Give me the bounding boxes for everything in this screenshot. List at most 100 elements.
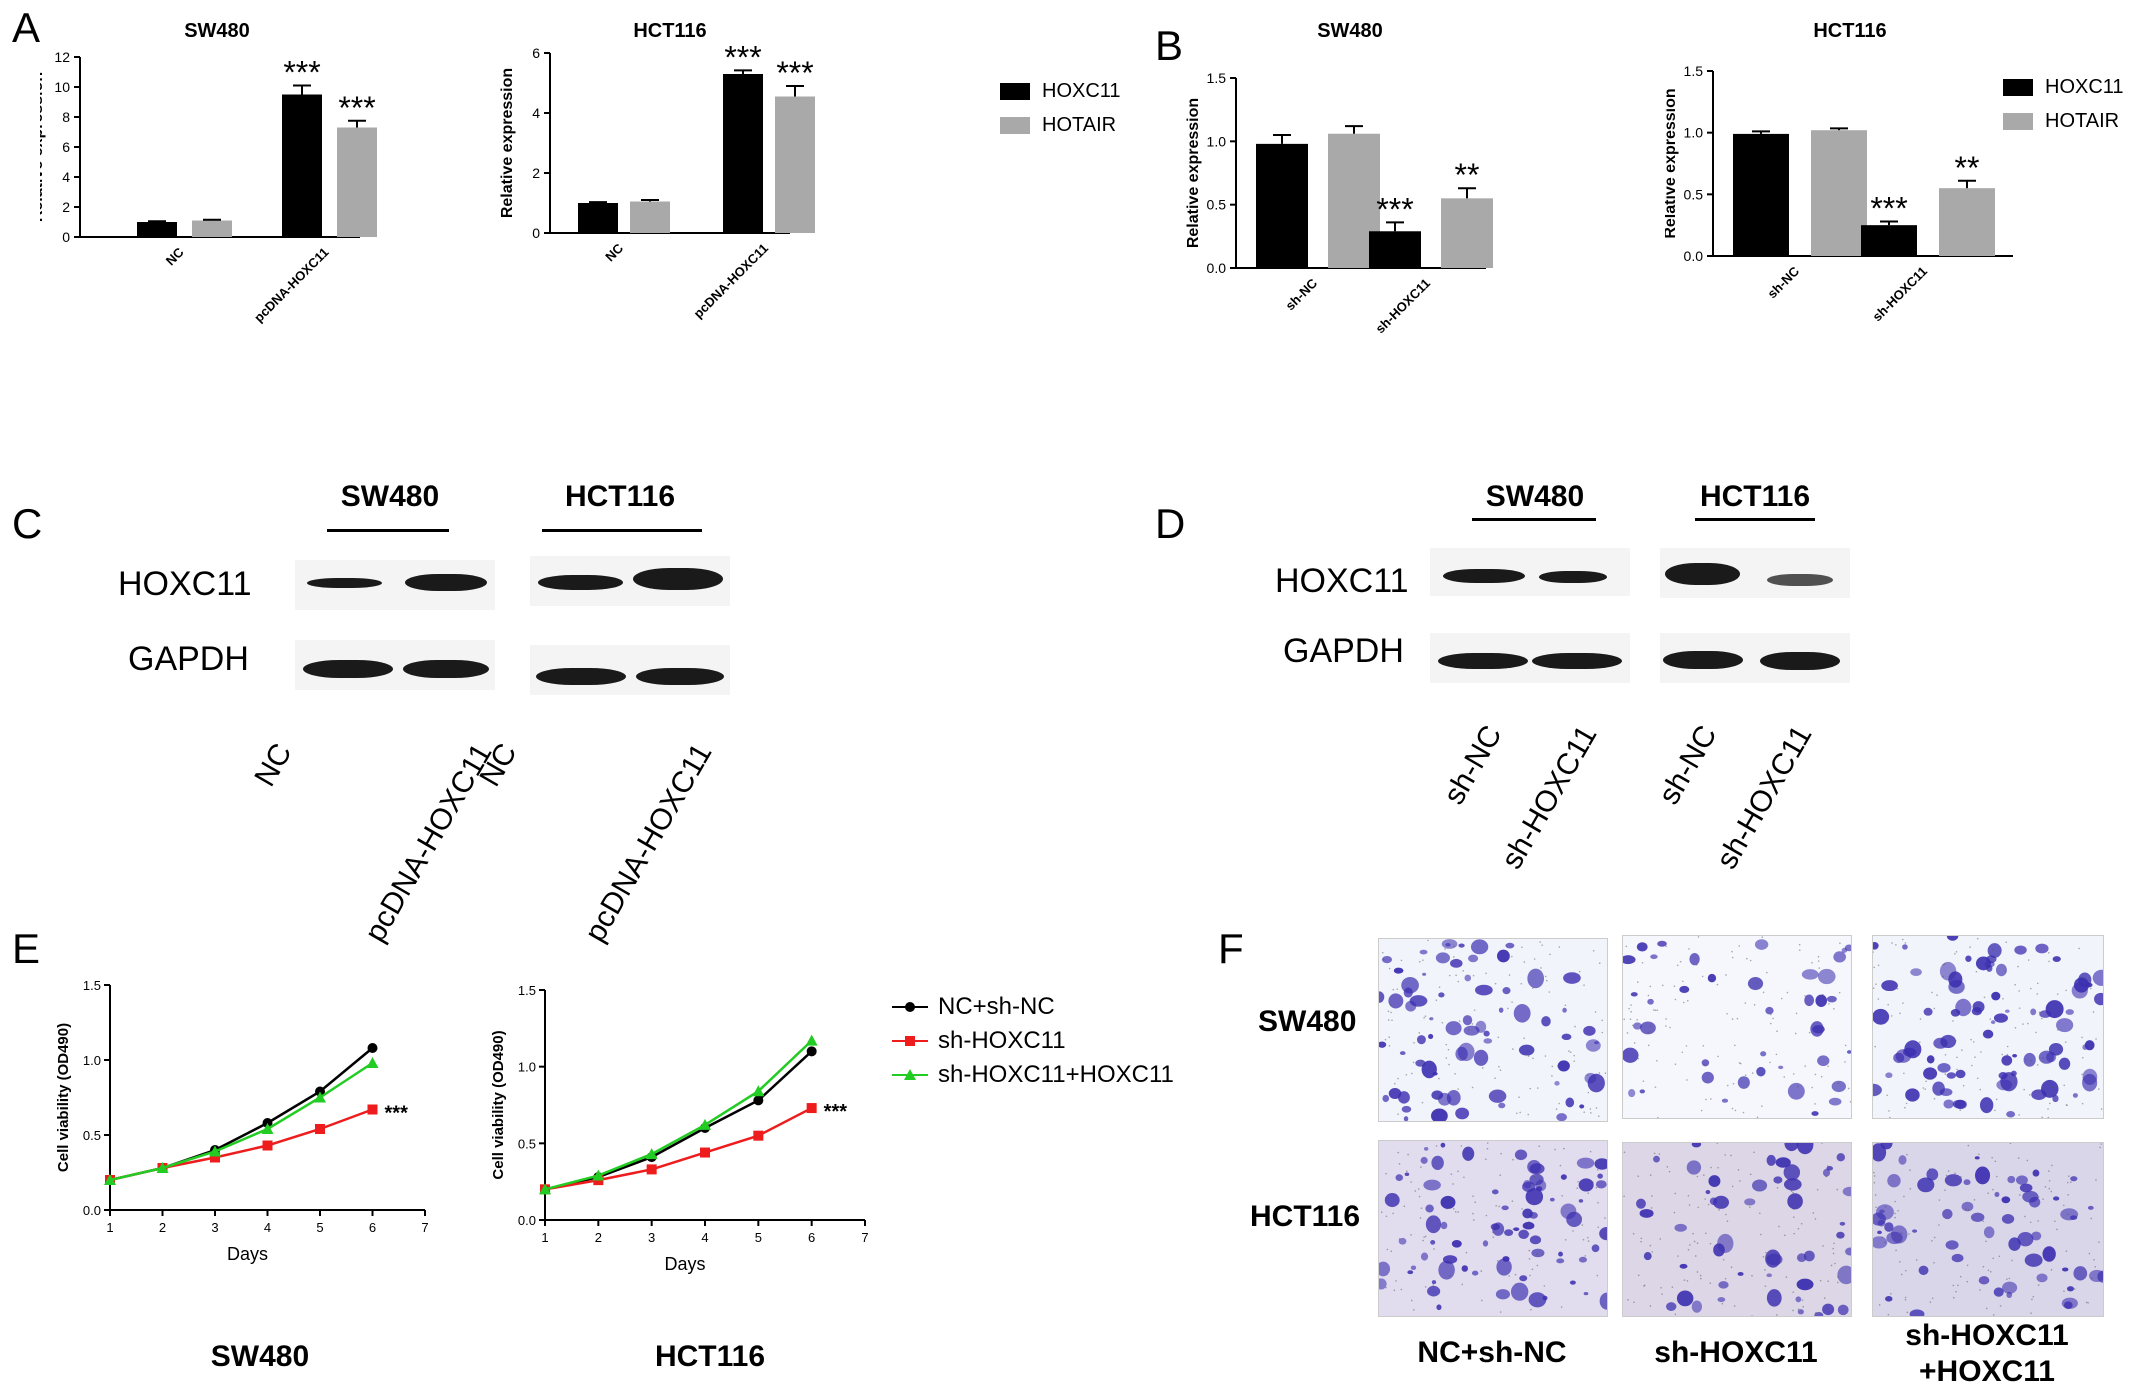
pore-dot xyxy=(1894,1212,1896,1215)
pore-dot xyxy=(1696,1242,1699,1245)
bar-chart-a-sw480: SW480 0 2 4 6 8 10 12 Relative expression NC *** **… xyxy=(40,20,377,325)
pore-dot xyxy=(1382,958,1385,961)
legend-marker-sh-hoxc11 xyxy=(892,1036,928,1046)
cell-blob xyxy=(1471,1270,1479,1276)
pore-dot xyxy=(1904,1296,1907,1299)
cell-blob xyxy=(1993,1287,2004,1297)
cell-blob xyxy=(1528,1292,1547,1308)
pore-dot xyxy=(1486,1142,1489,1144)
bar xyxy=(1733,133,1789,256)
data-point xyxy=(104,1174,116,1185)
blot-band xyxy=(536,668,626,685)
y-tick-label: 2 xyxy=(62,199,70,215)
pore-dot xyxy=(1421,1060,1424,1063)
panel-letter-c: C xyxy=(12,500,43,547)
pore-dot xyxy=(1970,1038,1972,1041)
pore-dot xyxy=(1623,1018,1625,1021)
cell-blob xyxy=(1974,1166,1991,1185)
pore-dot xyxy=(1422,959,1424,961)
x-tick-label: NC xyxy=(602,240,626,264)
cell-blob xyxy=(1815,994,1828,1007)
cell-blob xyxy=(1470,939,1489,955)
pore-dot xyxy=(1573,1060,1576,1062)
pore-dot xyxy=(2081,976,2083,978)
pore-dot xyxy=(1844,1061,1846,1063)
pore-dot xyxy=(1420,1207,1423,1209)
pore-dot xyxy=(1388,967,1391,970)
pore-dot xyxy=(1701,975,1704,978)
pore-dot xyxy=(1956,1056,1958,1059)
cell-blob xyxy=(1946,931,1959,941)
pore-dot xyxy=(1649,1305,1652,1307)
cell-blob xyxy=(1885,1072,1893,1079)
cell-blob xyxy=(1804,994,1815,1007)
cell-blob xyxy=(1817,968,1836,985)
pore-dot xyxy=(1751,1315,1753,1317)
x-tick-label: 4 xyxy=(701,1230,708,1245)
pore-dot xyxy=(2063,1084,2066,1087)
pore-dot xyxy=(1674,1313,1677,1316)
pore-dot xyxy=(1716,983,1719,986)
pore-dot xyxy=(1797,1285,1799,1288)
pore-dot xyxy=(1817,960,1820,962)
chart-title: SW480 xyxy=(1317,20,1383,42)
pore-dot xyxy=(1947,1170,1950,1172)
cell-blob xyxy=(1554,1081,1560,1086)
legend-label: HOTAIR xyxy=(1042,113,1117,136)
pore-dot xyxy=(1410,1299,1413,1302)
y-tick-label: 1.5 xyxy=(518,983,536,998)
significance-label: *** xyxy=(283,55,320,91)
pore-dot xyxy=(1827,1280,1829,1282)
pore-dot xyxy=(2067,1194,2070,1196)
pore-dot xyxy=(1541,944,1544,946)
cell-blob xyxy=(1491,1189,1499,1195)
pore-dot xyxy=(1756,1116,1759,1119)
pore-dot xyxy=(1551,1065,1554,1068)
cell-blob xyxy=(1397,1091,1410,1104)
pore-dot xyxy=(1744,1074,1747,1077)
cell-blob xyxy=(1450,958,1463,968)
pore-dot xyxy=(2078,947,2080,950)
pore-dot xyxy=(2054,1220,2056,1223)
pore-dot xyxy=(1521,946,1523,949)
cell-blob xyxy=(1468,954,1479,963)
cell-blob xyxy=(1961,1201,1974,1212)
cell-blob xyxy=(1587,1073,1605,1093)
cell-blob xyxy=(1972,1001,1985,1013)
cell-blob xyxy=(1463,1025,1480,1036)
pore-dot xyxy=(1437,1097,1440,1099)
pore-dot xyxy=(1629,1018,1632,1020)
pore-dot xyxy=(1576,1187,1579,1189)
pore-dot xyxy=(1405,1073,1408,1076)
pore-dot xyxy=(1559,1164,1562,1167)
pore-dot xyxy=(1761,1105,1763,1107)
pore-dot xyxy=(1454,1210,1457,1213)
pore-dot xyxy=(1686,1279,1689,1282)
bar xyxy=(578,203,618,233)
cell-blob xyxy=(1482,1240,1489,1247)
cell-blob xyxy=(1773,1176,1783,1184)
pore-dot xyxy=(2067,1175,2070,1177)
pore-dot xyxy=(1704,1198,1706,1200)
cell-blob xyxy=(1978,1276,1990,1285)
pore-dot xyxy=(1651,1195,1653,1197)
pore-dot xyxy=(1772,1017,1774,1020)
pore-dot xyxy=(1960,1175,1962,1178)
pore-dot xyxy=(1686,999,1689,1002)
pore-dot xyxy=(1494,982,1497,985)
pore-dot xyxy=(1738,1062,1741,1064)
pore-dot xyxy=(1492,1236,1495,1238)
pore-dot xyxy=(1419,1217,1422,1219)
legend-item: sh-HOXC11+HOXC11 xyxy=(890,1058,1174,1092)
cell-blob xyxy=(1563,972,1581,984)
pore-dot xyxy=(1512,1228,1515,1230)
cell-blob xyxy=(1498,1102,1506,1109)
pore-dot xyxy=(2067,1181,2069,1184)
pore-dot xyxy=(1818,967,1821,969)
pore-dot xyxy=(1597,1226,1600,1229)
pore-dot xyxy=(2099,1146,2101,1149)
pore-dot xyxy=(1595,1186,1598,1189)
pore-dot xyxy=(1933,1262,1935,1264)
pore-dot xyxy=(1660,1287,1662,1289)
pore-dot xyxy=(1703,1174,1705,1177)
